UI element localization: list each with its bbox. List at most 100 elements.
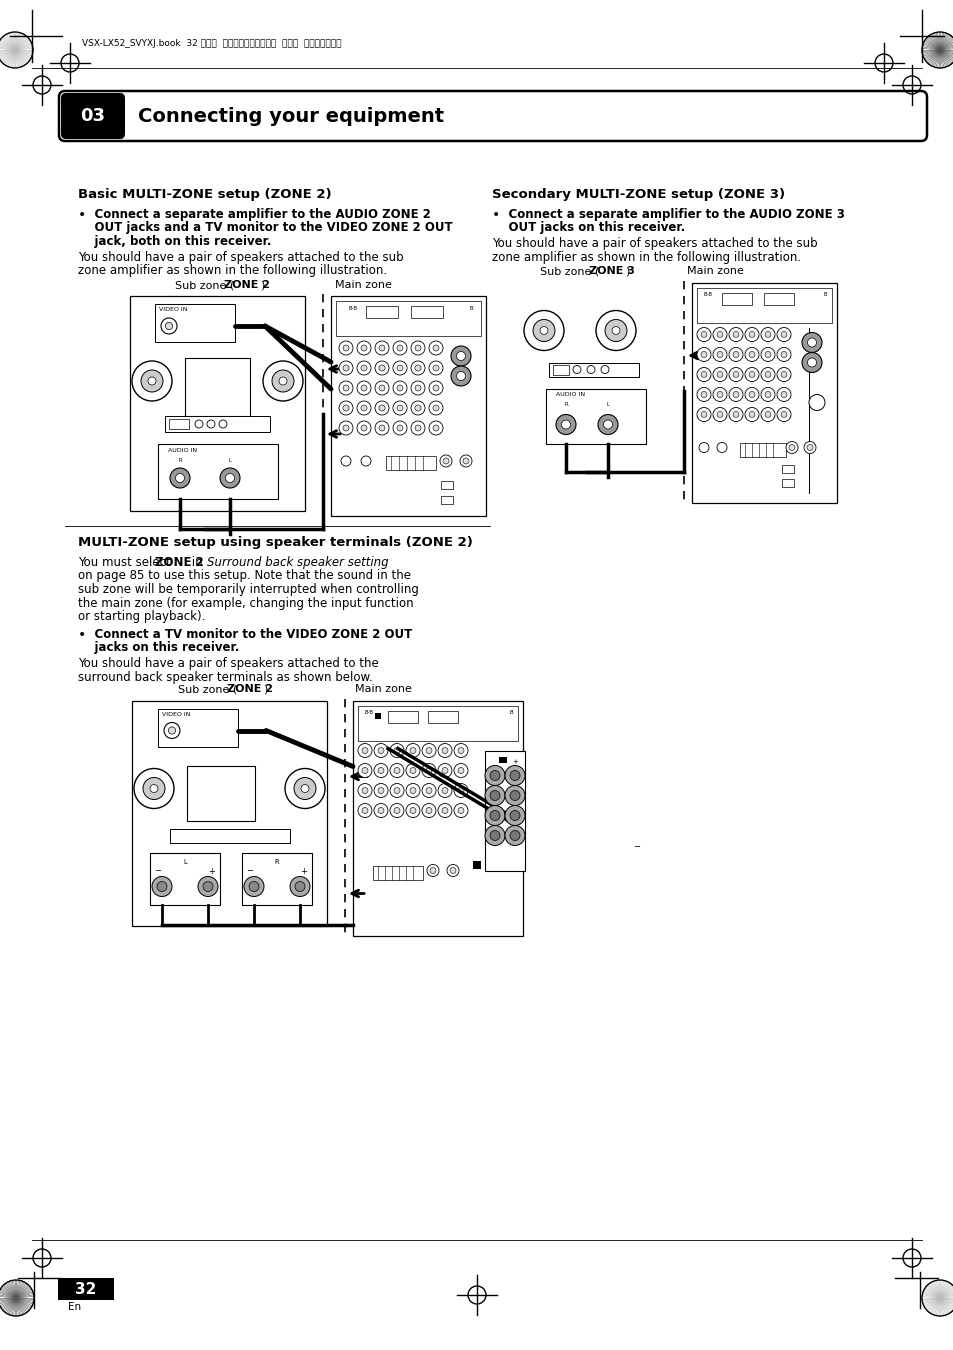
Circle shape (717, 443, 726, 452)
Circle shape (776, 328, 790, 342)
Circle shape (396, 364, 402, 371)
Circle shape (356, 381, 371, 396)
Circle shape (700, 351, 706, 358)
Circle shape (361, 748, 368, 753)
Circle shape (712, 408, 726, 421)
Circle shape (152, 876, 172, 896)
Circle shape (360, 346, 367, 351)
Bar (165, 416, 270, 432)
Circle shape (533, 320, 555, 342)
Text: Main zone: Main zone (335, 279, 392, 290)
Circle shape (781, 351, 786, 358)
Circle shape (150, 784, 158, 792)
Circle shape (141, 370, 163, 392)
Circle shape (776, 408, 790, 421)
Text: Surround back speaker setting: Surround back speaker setting (207, 556, 388, 568)
Circle shape (712, 387, 726, 401)
Bar (740, 443, 785, 456)
Circle shape (290, 876, 310, 896)
Bar (781, 464, 793, 472)
Circle shape (406, 744, 419, 757)
Circle shape (717, 371, 722, 378)
Circle shape (148, 377, 156, 385)
Bar (388, 710, 417, 722)
Circle shape (338, 360, 353, 375)
Circle shape (207, 420, 214, 428)
Circle shape (484, 806, 504, 825)
Circle shape (748, 351, 754, 358)
Circle shape (393, 401, 407, 414)
Text: +: + (512, 759, 517, 764)
Bar (545, 389, 645, 444)
Text: zone amplifier as shown in the following illustration.: zone amplifier as shown in the following… (78, 265, 387, 277)
Circle shape (490, 771, 499, 780)
Circle shape (760, 328, 774, 342)
Circle shape (411, 381, 424, 396)
Circle shape (604, 320, 626, 342)
Circle shape (806, 338, 816, 347)
Text: Sub zone (: Sub zone ( (539, 266, 598, 277)
Circle shape (357, 744, 372, 757)
Circle shape (143, 778, 165, 799)
Circle shape (374, 744, 388, 757)
Bar (386, 456, 436, 470)
Circle shape (378, 346, 385, 351)
Circle shape (338, 421, 353, 435)
Text: zone amplifier as shown in the following illustration.: zone amplifier as shown in the following… (492, 251, 801, 263)
Circle shape (510, 791, 519, 801)
Circle shape (442, 458, 449, 464)
Circle shape (441, 787, 448, 794)
Circle shape (406, 783, 419, 798)
Text: R: R (178, 458, 182, 463)
Circle shape (586, 366, 595, 374)
Circle shape (451, 366, 471, 386)
Text: You should have a pair of speakers attached to the: You should have a pair of speakers attac… (78, 657, 378, 670)
Bar (473, 860, 480, 868)
Text: You must select: You must select (78, 556, 174, 568)
Circle shape (717, 351, 722, 358)
Circle shape (697, 328, 710, 342)
Text: Connecting your equipment: Connecting your equipment (138, 107, 444, 126)
Circle shape (728, 328, 742, 342)
Circle shape (437, 803, 452, 818)
Circle shape (361, 768, 368, 774)
Bar (185, 358, 250, 416)
Circle shape (244, 876, 264, 896)
Text: B: B (469, 305, 473, 310)
Circle shape (406, 764, 419, 778)
Bar (158, 444, 277, 500)
Text: •: • (492, 208, 499, 221)
Circle shape (294, 882, 305, 891)
Circle shape (161, 319, 177, 333)
Circle shape (429, 381, 442, 396)
Text: You should have a pair of speakers attached to the sub: You should have a pair of speakers attac… (492, 238, 817, 250)
Circle shape (393, 360, 407, 375)
Circle shape (411, 342, 424, 355)
Circle shape (421, 803, 436, 818)
Circle shape (357, 783, 372, 798)
Text: surround back speaker terminals as shown below.: surround back speaker terminals as shown… (78, 671, 373, 683)
Bar (187, 765, 254, 821)
Circle shape (748, 332, 754, 338)
Circle shape (194, 420, 203, 428)
Circle shape (744, 387, 759, 401)
Circle shape (411, 360, 424, 375)
Circle shape (394, 807, 399, 814)
Text: You should have a pair of speakers attached to the sub: You should have a pair of speakers attac… (78, 251, 403, 263)
Circle shape (396, 425, 402, 431)
Circle shape (394, 768, 399, 774)
Text: En: En (68, 1301, 81, 1312)
Circle shape (573, 366, 580, 374)
Circle shape (712, 367, 726, 382)
Bar (781, 478, 793, 486)
Text: VSX-LX52_SVYXJ.book  32 ページ  ２００９年２月２６日  木曜日  午後４時３１分: VSX-LX52_SVYXJ.book 32 ページ ２００９年２月２６日 木曜… (82, 39, 341, 47)
Circle shape (712, 328, 726, 342)
Circle shape (427, 864, 438, 876)
Circle shape (426, 748, 432, 753)
Text: ZONE 2: ZONE 2 (224, 279, 270, 290)
Text: L: L (229, 458, 232, 463)
Bar (353, 701, 522, 936)
Bar (132, 701, 327, 926)
Bar (158, 709, 237, 747)
Text: ZONE 2: ZONE 2 (154, 556, 203, 568)
